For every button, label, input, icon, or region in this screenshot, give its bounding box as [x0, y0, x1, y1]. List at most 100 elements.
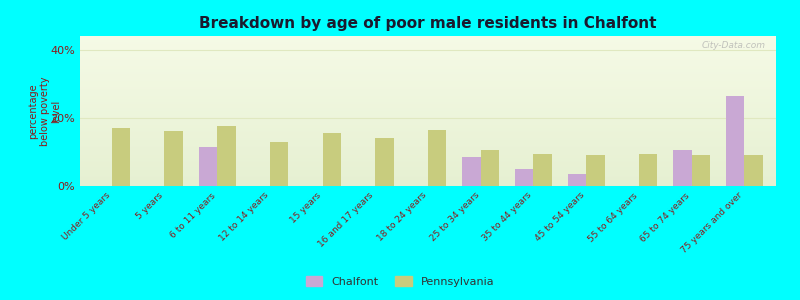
Bar: [375, 138, 394, 186]
Legend: Chalfont, Pennsylvania: Chalfont, Pennsylvania: [302, 272, 498, 291]
Bar: [80, 76, 776, 78]
Bar: [80, 174, 776, 176]
Bar: [80, 58, 776, 60]
Bar: [80, 156, 776, 158]
Bar: [80, 38, 776, 39]
Bar: [80, 117, 776, 118]
Bar: [80, 51, 776, 52]
Bar: [80, 165, 776, 166]
Bar: [80, 64, 776, 66]
Bar: [80, 182, 776, 183]
Bar: [80, 162, 776, 164]
Bar: [80, 70, 776, 72]
Bar: [80, 141, 776, 142]
Bar: [80, 130, 776, 132]
Bar: [80, 180, 776, 182]
Bar: [80, 63, 776, 64]
Bar: [80, 52, 776, 54]
Bar: [80, 74, 776, 75]
Bar: [80, 152, 776, 153]
Bar: [80, 150, 776, 152]
Bar: [534, 154, 552, 186]
Bar: [80, 103, 776, 105]
Bar: [80, 114, 776, 116]
Bar: [80, 54, 776, 56]
Bar: [481, 150, 499, 186]
Bar: [80, 183, 776, 184]
Bar: [80, 135, 776, 136]
Bar: [80, 154, 776, 156]
Bar: [80, 178, 776, 180]
Y-axis label: percentage
below poverty
level: percentage below poverty level: [28, 76, 62, 146]
Bar: [80, 112, 776, 114]
Bar: [198, 147, 217, 186]
Bar: [80, 132, 776, 134]
Bar: [80, 171, 776, 172]
Bar: [80, 111, 776, 112]
Bar: [428, 130, 446, 186]
Bar: [80, 164, 776, 165]
Bar: [462, 157, 481, 186]
Bar: [80, 167, 776, 168]
Bar: [80, 140, 776, 141]
Bar: [80, 176, 776, 177]
Bar: [80, 122, 776, 123]
Bar: [80, 48, 776, 50]
Bar: [80, 110, 776, 111]
Bar: [80, 160, 776, 162]
Bar: [80, 124, 776, 126]
Bar: [80, 126, 776, 128]
Bar: [80, 98, 776, 99]
Bar: [80, 36, 776, 38]
Bar: [80, 92, 776, 93]
Bar: [270, 142, 288, 186]
Bar: [80, 169, 776, 171]
Bar: [80, 44, 776, 45]
Bar: [322, 133, 341, 186]
Bar: [80, 177, 776, 178]
Bar: [80, 94, 776, 96]
Bar: [80, 81, 776, 82]
Bar: [80, 75, 776, 76]
Bar: [80, 57, 776, 58]
Bar: [80, 118, 776, 120]
Bar: [80, 120, 776, 122]
Bar: [80, 158, 776, 159]
Bar: [80, 184, 776, 186]
Bar: [568, 174, 586, 186]
Bar: [744, 155, 763, 186]
Bar: [80, 46, 776, 48]
Bar: [217, 126, 235, 186]
Bar: [80, 50, 776, 51]
Bar: [80, 148, 776, 150]
Bar: [80, 108, 776, 110]
Bar: [515, 169, 534, 186]
Bar: [80, 78, 776, 80]
Bar: [586, 155, 605, 186]
Bar: [164, 131, 183, 186]
Bar: [80, 66, 776, 68]
Bar: [80, 90, 776, 92]
Bar: [80, 105, 776, 106]
Bar: [80, 72, 776, 74]
Title: Breakdown by age of poor male residents in Chalfont: Breakdown by age of poor male residents …: [199, 16, 657, 31]
Bar: [80, 68, 776, 69]
Bar: [80, 42, 776, 44]
Bar: [80, 40, 776, 42]
Bar: [80, 100, 776, 102]
Bar: [80, 136, 776, 138]
Bar: [112, 128, 130, 186]
Bar: [80, 56, 776, 57]
Bar: [80, 142, 776, 144]
Bar: [80, 60, 776, 61]
Bar: [80, 138, 776, 140]
Bar: [80, 93, 776, 94]
Bar: [80, 39, 776, 40]
Bar: [80, 116, 776, 117]
Bar: [80, 84, 776, 86]
Bar: [80, 144, 776, 146]
Bar: [80, 61, 776, 63]
Bar: [80, 147, 776, 148]
Bar: [80, 123, 776, 124]
Bar: [80, 168, 776, 170]
